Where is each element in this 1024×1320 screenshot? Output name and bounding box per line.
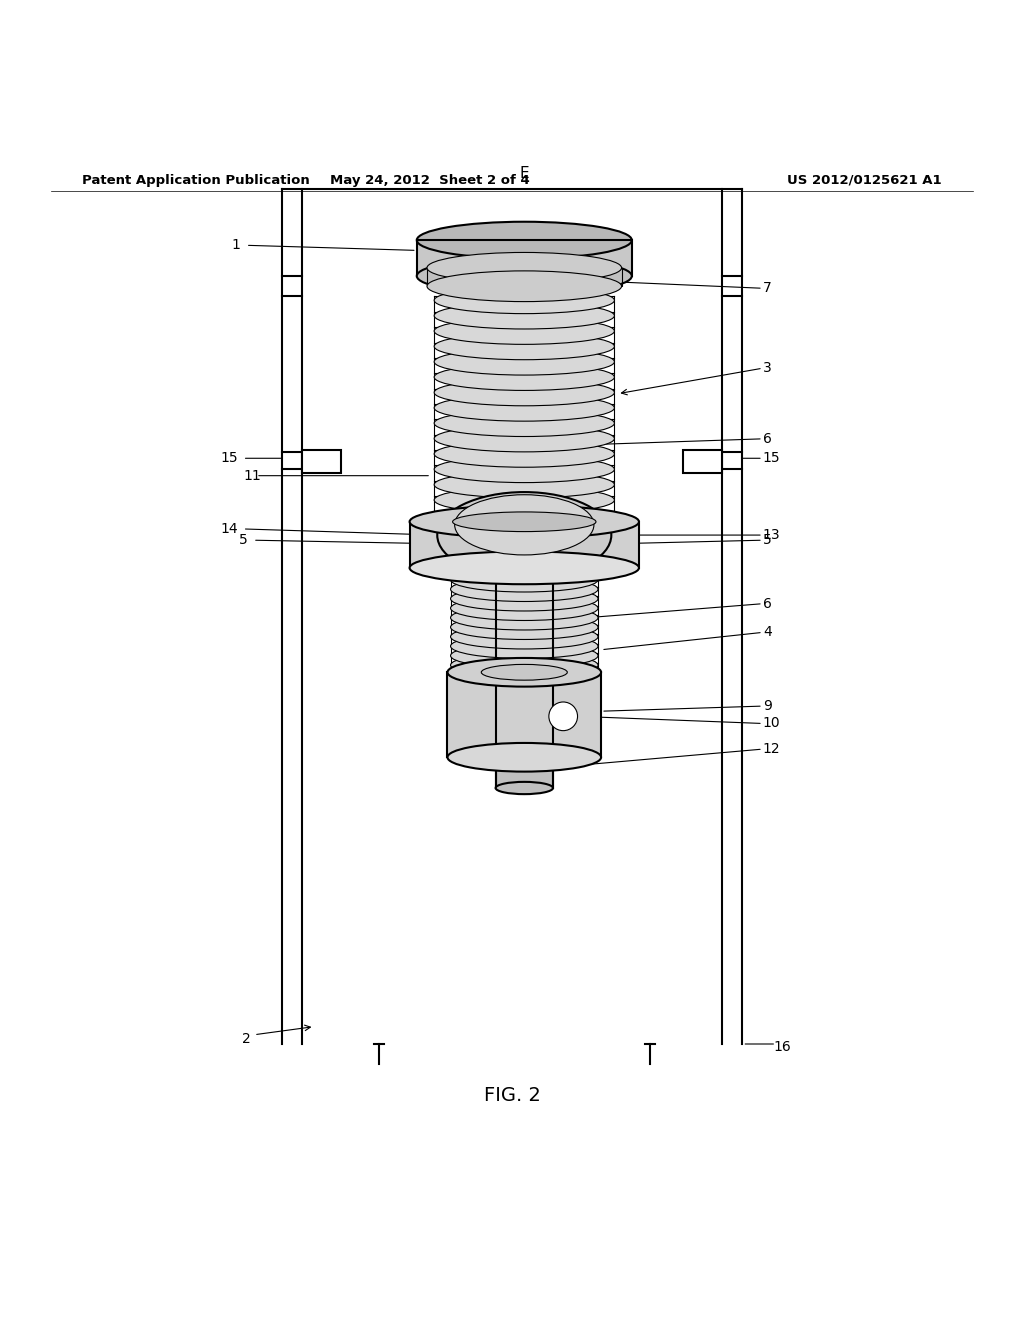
Text: 6: 6 bbox=[763, 597, 772, 611]
Ellipse shape bbox=[447, 743, 601, 772]
Ellipse shape bbox=[434, 379, 614, 405]
Ellipse shape bbox=[451, 568, 598, 591]
Ellipse shape bbox=[455, 495, 594, 554]
Ellipse shape bbox=[410, 552, 639, 585]
Bar bbox=[496, 758, 553, 788]
Ellipse shape bbox=[434, 348, 614, 375]
Ellipse shape bbox=[434, 425, 614, 451]
Circle shape bbox=[549, 702, 578, 731]
Ellipse shape bbox=[434, 333, 614, 360]
Ellipse shape bbox=[453, 263, 596, 289]
Text: 14: 14 bbox=[220, 521, 238, 536]
Ellipse shape bbox=[451, 595, 598, 620]
Ellipse shape bbox=[451, 577, 598, 602]
Text: Patent Application Publication: Patent Application Publication bbox=[82, 174, 309, 186]
Ellipse shape bbox=[434, 471, 614, 498]
Text: 15: 15 bbox=[763, 451, 780, 465]
Text: FIG. 2: FIG. 2 bbox=[483, 1085, 541, 1105]
Text: 3: 3 bbox=[763, 362, 772, 375]
Text: 11: 11 bbox=[244, 469, 261, 483]
Ellipse shape bbox=[453, 512, 596, 532]
Ellipse shape bbox=[451, 624, 598, 649]
Ellipse shape bbox=[434, 411, 614, 437]
Text: 9: 9 bbox=[763, 700, 772, 713]
Ellipse shape bbox=[481, 664, 567, 680]
Text: 5: 5 bbox=[763, 533, 772, 548]
Ellipse shape bbox=[451, 653, 598, 677]
Text: 5: 5 bbox=[239, 533, 248, 548]
Ellipse shape bbox=[496, 781, 553, 795]
Ellipse shape bbox=[451, 634, 598, 659]
Bar bbox=[417, 240, 632, 276]
Ellipse shape bbox=[417, 222, 632, 259]
Bar bbox=[683, 450, 722, 473]
Text: 2: 2 bbox=[242, 1032, 251, 1045]
Ellipse shape bbox=[434, 286, 614, 314]
Text: US 2012/0125621 A1: US 2012/0125621 A1 bbox=[787, 174, 942, 186]
Ellipse shape bbox=[434, 318, 614, 345]
Ellipse shape bbox=[451, 606, 598, 630]
Text: May 24, 2012  Sheet 2 of 4: May 24, 2012 Sheet 2 of 4 bbox=[330, 174, 530, 186]
Text: 6: 6 bbox=[763, 432, 772, 446]
Text: 7: 7 bbox=[763, 281, 772, 296]
Text: E: E bbox=[519, 166, 529, 181]
Ellipse shape bbox=[417, 257, 632, 294]
Bar bbox=[302, 450, 341, 473]
Ellipse shape bbox=[451, 643, 598, 668]
Ellipse shape bbox=[451, 615, 598, 639]
Text: 15: 15 bbox=[220, 451, 238, 465]
Bar bbox=[447, 672, 601, 758]
Text: 10: 10 bbox=[763, 717, 780, 730]
Ellipse shape bbox=[427, 271, 622, 301]
Ellipse shape bbox=[434, 302, 614, 329]
Ellipse shape bbox=[434, 364, 614, 391]
Bar bbox=[427, 268, 622, 286]
Ellipse shape bbox=[434, 441, 614, 467]
Ellipse shape bbox=[451, 586, 598, 611]
Bar bbox=[417, 240, 632, 276]
Bar bbox=[447, 672, 601, 758]
Ellipse shape bbox=[437, 492, 611, 578]
Ellipse shape bbox=[410, 506, 639, 539]
Ellipse shape bbox=[434, 487, 614, 513]
Ellipse shape bbox=[451, 558, 598, 582]
Ellipse shape bbox=[434, 455, 614, 483]
Ellipse shape bbox=[434, 395, 614, 421]
Bar bbox=[410, 521, 639, 568]
Bar bbox=[496, 758, 553, 788]
Text: 4: 4 bbox=[763, 626, 772, 639]
Text: 16: 16 bbox=[773, 1040, 791, 1055]
Text: 12: 12 bbox=[763, 742, 780, 756]
Bar bbox=[427, 268, 622, 286]
Ellipse shape bbox=[447, 657, 601, 686]
Text: 13: 13 bbox=[763, 528, 780, 543]
Bar bbox=[410, 521, 639, 568]
Ellipse shape bbox=[427, 252, 622, 284]
Text: 1: 1 bbox=[231, 239, 241, 252]
